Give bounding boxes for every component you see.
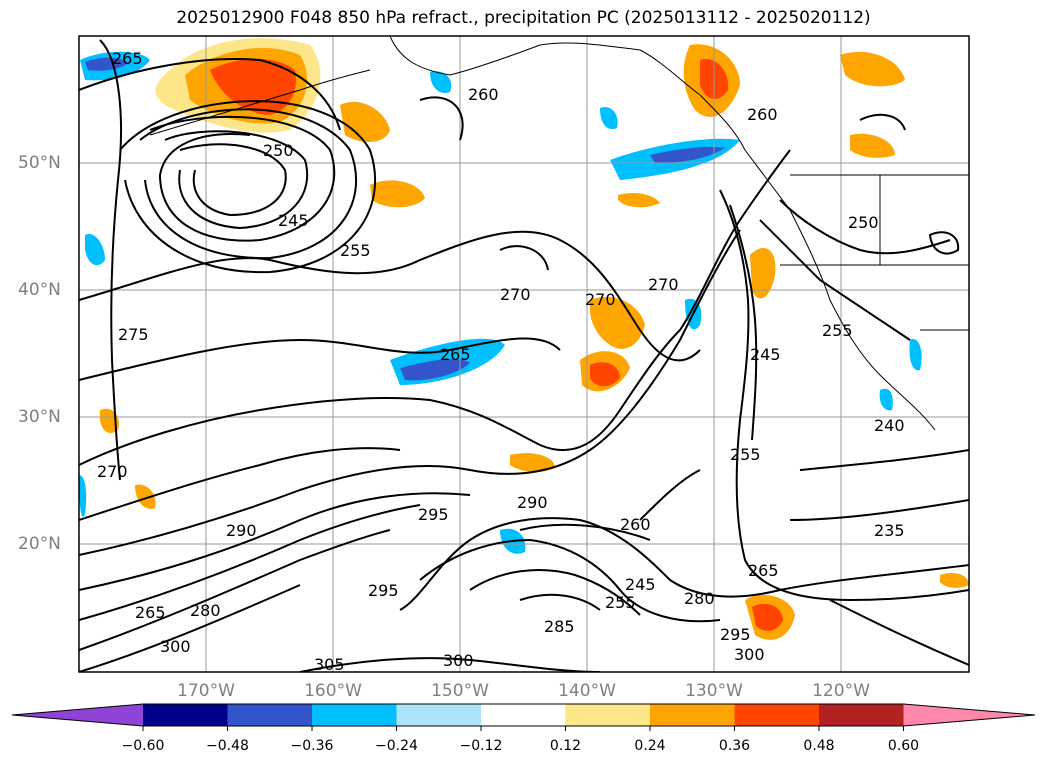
contour-label: 295 bbox=[418, 505, 449, 524]
contour-label: 255 bbox=[605, 593, 636, 612]
map-frame bbox=[78, 35, 970, 673]
colorbar-tick-label: −0.12 bbox=[459, 738, 503, 754]
map-plot-area: 265 260 250 245 255 275 270 270 265 270 … bbox=[79, 36, 969, 674]
colorbar-extend-min bbox=[12, 704, 143, 726]
colorbar-tick-label: 0.24 bbox=[634, 738, 666, 754]
lat-label-30n: 30°N bbox=[18, 407, 61, 427]
colorbar-tick-label: −0.60 bbox=[121, 738, 165, 754]
colorbar-segment bbox=[565, 704, 651, 726]
contour-label: 250 bbox=[263, 141, 294, 160]
contour-label: 280 bbox=[190, 601, 221, 620]
contour-label: 255 bbox=[730, 445, 761, 464]
contour-label: 255 bbox=[340, 241, 371, 260]
lon-label-170w: 170°W bbox=[177, 681, 235, 701]
lon-label-120w: 120°W bbox=[812, 681, 870, 701]
lon-label-150w: 150°W bbox=[431, 681, 489, 701]
colorbar-segment bbox=[481, 704, 566, 726]
colorbar-extend-max bbox=[903, 704, 1035, 726]
lat-label-50n: 50°N bbox=[18, 153, 61, 173]
colorbar-tick-label: −0.48 bbox=[206, 738, 249, 754]
lon-label-140w: 140°W bbox=[558, 681, 616, 701]
colorbar-segment bbox=[734, 704, 820, 726]
contour-label: 245 bbox=[625, 575, 656, 594]
contour-label: 295 bbox=[720, 625, 751, 644]
contour-label: 265 bbox=[440, 345, 471, 364]
colorbar-segment bbox=[143, 704, 228, 726]
contour-label: 300 bbox=[734, 645, 765, 664]
contour-label: 265 bbox=[135, 603, 166, 622]
colorbar-tick-label: 0.60 bbox=[887, 738, 920, 754]
colorbar-tick-label: 0.48 bbox=[803, 738, 835, 754]
contour-label: 255 bbox=[822, 321, 853, 340]
contour-label: 270 bbox=[500, 285, 531, 304]
contour-label: 270 bbox=[97, 462, 128, 481]
contour-label: 245 bbox=[278, 211, 309, 230]
refractivity-contours bbox=[79, 39, 969, 672]
colorbar-tick-label: −0.36 bbox=[290, 738, 334, 754]
colorbar-segment bbox=[819, 704, 904, 726]
contour-label: 260 bbox=[747, 105, 778, 124]
coastlines bbox=[149, 36, 969, 431]
contour-label: 245 bbox=[750, 345, 781, 364]
contour-label: 260 bbox=[620, 515, 651, 534]
colorbar bbox=[11, 703, 1036, 731]
colorbar-tick-label: 0.36 bbox=[718, 738, 751, 754]
contour-label: 265 bbox=[748, 561, 779, 580]
contour-label: 295 bbox=[368, 581, 399, 600]
contour-label: 290 bbox=[517, 493, 548, 512]
contour-label: 270 bbox=[648, 275, 679, 294]
contour-label: 265 bbox=[112, 49, 143, 68]
contour-label: 270 bbox=[585, 290, 616, 309]
map-title: 2025012900 F048 850 hPa refract., precip… bbox=[176, 8, 871, 28]
contour-label: 300 bbox=[443, 651, 474, 670]
contour-label: 250 bbox=[848, 213, 879, 232]
contour-label: 305 bbox=[314, 655, 345, 674]
colorbar-tick-label: 0.12 bbox=[549, 738, 582, 754]
contour-labels: 265 260 250 245 255 275 270 270 265 270 … bbox=[97, 49, 905, 674]
colorbar-segment bbox=[396, 704, 482, 726]
colorbar-segment bbox=[227, 704, 313, 726]
contour-label: 240 bbox=[874, 416, 905, 435]
lon-label-160w: 160°W bbox=[304, 681, 362, 701]
lat-label-20n: 20°N bbox=[18, 534, 61, 554]
lat-label-40n: 40°N bbox=[18, 280, 61, 300]
contour-label: 280 bbox=[684, 589, 715, 608]
colorbar-tick-label: −0.24 bbox=[375, 738, 418, 754]
colorbar-segment bbox=[312, 704, 397, 726]
contour-label: 300 bbox=[160, 637, 191, 656]
contour-label: 285 bbox=[544, 617, 575, 636]
contour-label: 260 bbox=[468, 85, 499, 104]
contour-label: 275 bbox=[118, 325, 149, 344]
lon-label-130w: 130°W bbox=[685, 681, 743, 701]
contour-label: 290 bbox=[226, 521, 257, 540]
contour-label: 235 bbox=[874, 521, 905, 540]
colorbar-segment bbox=[650, 704, 735, 726]
